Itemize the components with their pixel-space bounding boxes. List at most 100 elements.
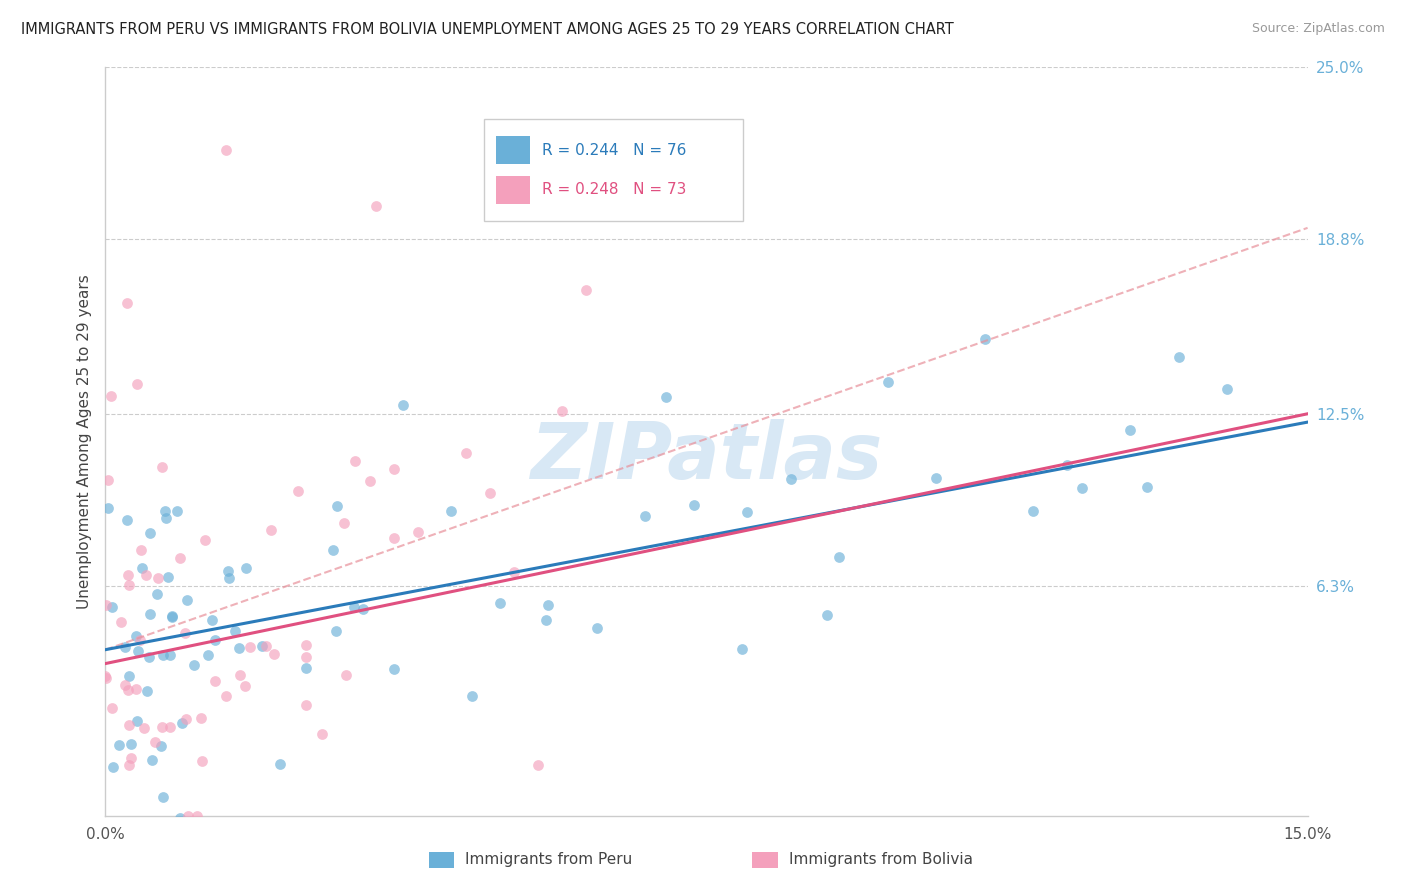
Immigrants from Peru [322,543,344,558]
Immigrants from Peru [780,472,803,486]
Text: R = 0.248   N = 73: R = 0.248 N = 73 [541,182,686,197]
Immigrants from Peru [183,657,205,672]
Immigrants from Bolivia [94,668,117,682]
Immigrants from Peru [815,607,838,622]
Immigrants from Peru [269,757,291,772]
FancyBboxPatch shape [496,176,530,204]
Immigrants from Bolivia [406,524,429,539]
Immigrants from Bolivia [311,727,333,741]
Immigrants from Bolivia [94,598,117,612]
Immigrants from Peru [169,811,191,825]
Immigrants from Peru [139,607,162,621]
Immigrants from Peru [235,561,257,575]
Immigrants from Peru [176,592,198,607]
Immigrants from Bolivia [295,638,318,652]
Immigrants from Bolivia [97,837,120,851]
Immigrants from Peru [217,564,239,578]
Immigrants from Peru [1056,458,1078,472]
Immigrants from Bolivia [382,531,405,545]
Immigrants from Bolivia [96,672,118,686]
Immigrants from Bolivia [117,682,139,697]
Immigrants from Peru [250,639,273,653]
Immigrants from Peru [138,650,160,665]
Immigrants from Peru [162,609,184,624]
Immigrants from Bolivia [551,404,574,418]
Immigrants from Peru [159,648,181,662]
Immigrants from Peru [1022,504,1045,518]
Immigrants from Bolivia [117,567,139,582]
Immigrants from Bolivia [343,454,366,468]
Immigrants from Bolivia [122,864,145,879]
Immigrants from Bolivia [110,615,132,629]
Immigrants from Bolivia [364,199,387,213]
Immigrants from Bolivia [215,143,238,157]
Immigrants from Bolivia [575,283,598,297]
FancyBboxPatch shape [484,120,742,220]
Immigrants from Bolivia [214,689,236,703]
Immigrants from Peru [114,640,136,654]
Text: Source: ZipAtlas.com: Source: ZipAtlas.com [1251,22,1385,36]
Immigrants from Peru [440,504,463,518]
Immigrants from Peru [145,587,167,601]
Immigrants from Bolivia [152,721,174,735]
Immigrants from Peru [156,569,179,583]
Immigrants from Peru [655,390,678,404]
Immigrants from Peru [152,648,174,662]
Immigrants from Bolivia [287,484,309,499]
Immigrants from Bolivia [115,295,138,310]
Immigrants from Peru [117,669,139,683]
Immigrants from Peru [224,624,246,639]
Immigrants from Bolivia [118,577,141,591]
Immigrants from Peru [925,471,948,485]
Immigrants from Bolivia [146,571,169,585]
Immigrants from Bolivia [170,864,193,879]
Immigrants from Bolivia [335,668,357,682]
Immigrants from Bolivia [190,754,212,768]
Immigrants from Bolivia [114,678,136,692]
Immigrants from Peru [101,760,124,774]
Immigrants from Peru [461,689,484,703]
Immigrants from Bolivia [176,809,198,823]
Immigrants from Peru [197,648,219,662]
Immigrants from Peru [1168,351,1191,365]
Immigrants from Bolivia [263,647,285,661]
Immigrants from Bolivia [456,446,478,460]
Immigrants from Bolivia [254,639,277,653]
Immigrants from Peru [117,513,139,527]
Immigrants from Peru [97,500,120,515]
Immigrants from Peru [325,500,347,514]
Text: Immigrants from Bolivia: Immigrants from Bolivia [789,853,973,867]
Immigrants from Peru [160,609,183,624]
Immigrants from Bolivia [295,698,318,712]
Immigrants from Peru [125,714,148,728]
Immigrants from Bolivia [159,720,181,734]
Immigrants from Bolivia [382,462,405,476]
Immigrants from Bolivia [118,758,141,772]
Immigrants from Peru [877,375,900,389]
Immigrants from Peru [201,613,224,627]
Immigrants from Peru [683,498,706,512]
Immigrants from Bolivia [100,389,122,403]
Immigrants from Bolivia [174,626,197,640]
Y-axis label: Unemployment Among Ages 25 to 29 years: Unemployment Among Ages 25 to 29 years [76,274,91,609]
Immigrants from Peru [343,599,366,614]
Immigrants from Peru [974,332,997,346]
Immigrants from Peru [731,641,754,656]
Immigrants from Bolivia [135,568,157,582]
Immigrants from Bolivia [120,751,142,765]
Immigrants from Peru [537,598,560,612]
Immigrants from Peru [228,640,250,655]
Immigrants from Peru [586,621,609,635]
Immigrants from Peru [382,662,405,676]
Immigrants from Peru [136,684,159,698]
Immigrants from Bolivia [100,701,122,715]
Immigrants from Bolivia [132,722,155,736]
Immigrants from Peru [1136,480,1159,494]
Immigrants from Bolivia [229,668,252,682]
Immigrants from Peru [124,628,146,642]
Immigrants from Bolivia [125,376,148,391]
Immigrants from Peru [828,550,851,565]
Immigrants from Peru [139,526,162,541]
Immigrants from Bolivia [233,679,256,693]
Immigrants from Peru [101,599,124,614]
